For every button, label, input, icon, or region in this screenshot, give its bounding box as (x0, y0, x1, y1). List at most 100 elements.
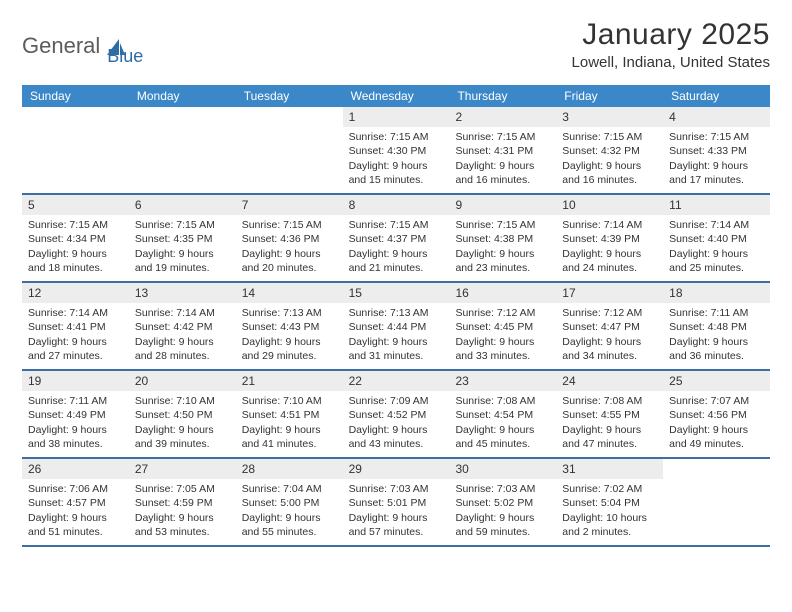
day-number: 2 (449, 107, 556, 127)
day-body: Sunrise: 7:06 AMSunset: 4:57 PMDaylight:… (22, 479, 129, 545)
day-cell: 31Sunrise: 7:02 AMSunset: 5:04 PMDayligh… (556, 459, 663, 545)
sunset-line: Sunset: 4:54 PM (455, 408, 550, 422)
sunset-line: Sunset: 4:56 PM (669, 408, 764, 422)
day-body: Sunrise: 7:12 AMSunset: 4:45 PMDaylight:… (449, 303, 556, 369)
logo-text-general: General (22, 33, 100, 59)
day-body: Sunrise: 7:14 AMSunset: 4:41 PMDaylight:… (22, 303, 129, 369)
sunset-line: Sunset: 4:37 PM (349, 232, 444, 246)
sunrise-line: Sunrise: 7:03 AM (455, 482, 550, 496)
sunset-line: Sunset: 4:38 PM (455, 232, 550, 246)
sunset-line: Sunset: 4:35 PM (135, 232, 230, 246)
day-number: 10 (556, 195, 663, 215)
sunrise-line: Sunrise: 7:02 AM (562, 482, 657, 496)
day-number: 27 (129, 459, 236, 479)
day-number: 26 (22, 459, 129, 479)
day-body: Sunrise: 7:15 AMSunset: 4:38 PMDaylight:… (449, 215, 556, 281)
calendar: SundayMondayTuesdayWednesdayThursdayFrid… (22, 85, 770, 547)
day-cell: 23Sunrise: 7:08 AMSunset: 4:54 PMDayligh… (449, 371, 556, 457)
day-number: 28 (236, 459, 343, 479)
day-number: 13 (129, 283, 236, 303)
day-cell: 1Sunrise: 7:15 AMSunset: 4:30 PMDaylight… (343, 107, 450, 193)
day-body: Sunrise: 7:10 AMSunset: 4:51 PMDaylight:… (236, 391, 343, 457)
day-cell: 7Sunrise: 7:15 AMSunset: 4:36 PMDaylight… (236, 195, 343, 281)
sunset-line: Sunset: 5:04 PM (562, 496, 657, 510)
day-header: Saturday (663, 85, 770, 107)
daylight-line: Daylight: 9 hours and 39 minutes. (135, 423, 230, 451)
daylight-line: Daylight: 9 hours and 57 minutes. (349, 511, 444, 539)
day-cell: 22Sunrise: 7:09 AMSunset: 4:52 PMDayligh… (343, 371, 450, 457)
day-body: Sunrise: 7:15 AMSunset: 4:35 PMDaylight:… (129, 215, 236, 281)
sunset-line: Sunset: 4:52 PM (349, 408, 444, 422)
day-number: 21 (236, 371, 343, 391)
day-number-empty (236, 107, 343, 126)
day-body: Sunrise: 7:08 AMSunset: 4:55 PMDaylight:… (556, 391, 663, 457)
day-body: Sunrise: 7:13 AMSunset: 4:44 PMDaylight:… (343, 303, 450, 369)
day-number: 17 (556, 283, 663, 303)
sunrise-line: Sunrise: 7:03 AM (349, 482, 444, 496)
day-cell: 28Sunrise: 7:04 AMSunset: 5:00 PMDayligh… (236, 459, 343, 545)
day-number: 3 (556, 107, 663, 127)
sunset-line: Sunset: 4:32 PM (562, 144, 657, 158)
day-number: 30 (449, 459, 556, 479)
daylight-line: Daylight: 9 hours and 16 minutes. (562, 159, 657, 187)
day-number: 25 (663, 371, 770, 391)
sunset-line: Sunset: 4:39 PM (562, 232, 657, 246)
day-cell: 11Sunrise: 7:14 AMSunset: 4:40 PMDayligh… (663, 195, 770, 281)
sunset-line: Sunset: 4:30 PM (349, 144, 444, 158)
daylight-line: Daylight: 9 hours and 55 minutes. (242, 511, 337, 539)
daylight-line: Daylight: 9 hours and 25 minutes. (669, 247, 764, 275)
daylight-line: Daylight: 9 hours and 41 minutes. (242, 423, 337, 451)
sunrise-line: Sunrise: 7:11 AM (28, 394, 123, 408)
sunrise-line: Sunrise: 7:14 AM (562, 218, 657, 232)
day-number: 24 (556, 371, 663, 391)
daylight-line: Daylight: 9 hours and 28 minutes. (135, 335, 230, 363)
sunrise-line: Sunrise: 7:15 AM (455, 218, 550, 232)
daylight-line: Daylight: 9 hours and 23 minutes. (455, 247, 550, 275)
day-number: 16 (449, 283, 556, 303)
sunset-line: Sunset: 4:31 PM (455, 144, 550, 158)
sunrise-line: Sunrise: 7:15 AM (349, 218, 444, 232)
daylight-line: Daylight: 9 hours and 33 minutes. (455, 335, 550, 363)
daylight-line: Daylight: 9 hours and 47 minutes. (562, 423, 657, 451)
sunset-line: Sunset: 4:50 PM (135, 408, 230, 422)
day-body: Sunrise: 7:14 AMSunset: 4:40 PMDaylight:… (663, 215, 770, 281)
day-body: Sunrise: 7:11 AMSunset: 4:49 PMDaylight:… (22, 391, 129, 457)
day-number: 1 (343, 107, 450, 127)
day-body: Sunrise: 7:02 AMSunset: 5:04 PMDaylight:… (556, 479, 663, 545)
day-number: 14 (236, 283, 343, 303)
day-cell: 4Sunrise: 7:15 AMSunset: 4:33 PMDaylight… (663, 107, 770, 193)
sunrise-line: Sunrise: 7:14 AM (28, 306, 123, 320)
day-number: 7 (236, 195, 343, 215)
daylight-line: Daylight: 9 hours and 24 minutes. (562, 247, 657, 275)
daylight-line: Daylight: 9 hours and 36 minutes. (669, 335, 764, 363)
sunrise-line: Sunrise: 7:15 AM (28, 218, 123, 232)
sunrise-line: Sunrise: 7:08 AM (562, 394, 657, 408)
day-cell: 13Sunrise: 7:14 AMSunset: 4:42 PMDayligh… (129, 283, 236, 369)
day-body: Sunrise: 7:15 AMSunset: 4:31 PMDaylight:… (449, 127, 556, 193)
sunrise-line: Sunrise: 7:14 AM (669, 218, 764, 232)
daylight-line: Daylight: 9 hours and 31 minutes. (349, 335, 444, 363)
day-cell (129, 107, 236, 193)
logo-text-blue: Blue (107, 46, 143, 67)
sunrise-line: Sunrise: 7:09 AM (349, 394, 444, 408)
day-number-empty (663, 459, 770, 478)
day-number: 11 (663, 195, 770, 215)
title-block: January 2025 Lowell, Indiana, United Sta… (572, 18, 770, 71)
sunset-line: Sunset: 4:59 PM (135, 496, 230, 510)
day-body: Sunrise: 7:10 AMSunset: 4:50 PMDaylight:… (129, 391, 236, 457)
day-body: Sunrise: 7:04 AMSunset: 5:00 PMDaylight:… (236, 479, 343, 545)
daylight-line: Daylight: 9 hours and 45 minutes. (455, 423, 550, 451)
daylight-line: Daylight: 9 hours and 21 minutes. (349, 247, 444, 275)
day-number: 20 (129, 371, 236, 391)
day-number: 31 (556, 459, 663, 479)
day-header: Thursday (449, 85, 556, 107)
daylight-line: Daylight: 9 hours and 18 minutes. (28, 247, 123, 275)
day-header: Friday (556, 85, 663, 107)
day-body: Sunrise: 7:11 AMSunset: 4:48 PMDaylight:… (663, 303, 770, 369)
daylight-line: Daylight: 9 hours and 49 minutes. (669, 423, 764, 451)
daylight-line: Daylight: 9 hours and 29 minutes. (242, 335, 337, 363)
day-header: Monday (129, 85, 236, 107)
sunset-line: Sunset: 4:48 PM (669, 320, 764, 334)
daylight-line: Daylight: 9 hours and 34 minutes. (562, 335, 657, 363)
day-number: 6 (129, 195, 236, 215)
